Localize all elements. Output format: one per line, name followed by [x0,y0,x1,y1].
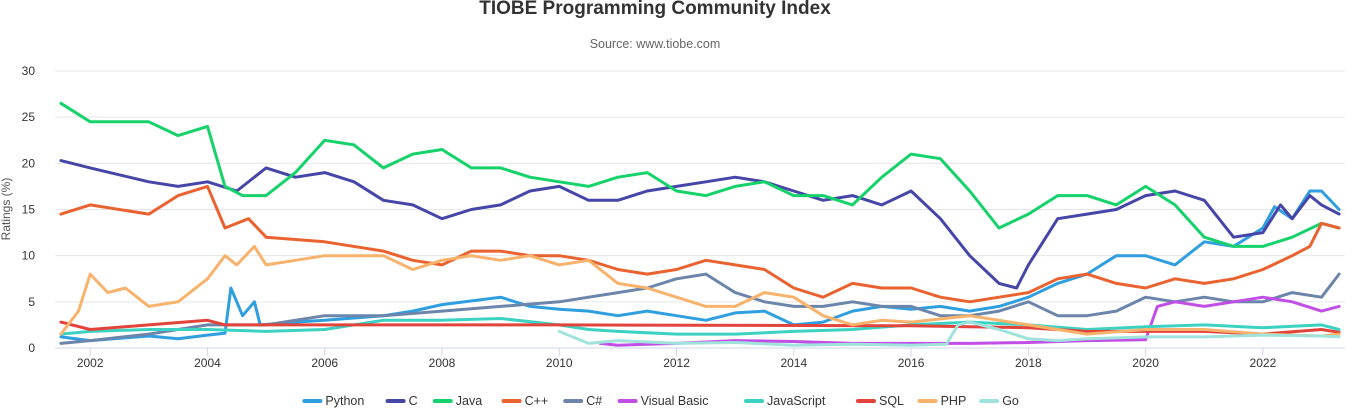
y-tick-label: 30 [22,64,36,78]
legend-label: C# [586,394,602,408]
x-tick-label: 2016 [898,356,925,370]
x-tick-label: 2020 [1132,356,1159,370]
x-tick-label: 2010 [546,356,573,370]
x-tick-label: 2018 [1015,356,1042,370]
legend-label: Java [456,394,482,408]
y-axis-label: Ratings (%) [0,178,13,241]
x-tick-label: 2012 [663,356,690,370]
x-tick-label: 2022 [1250,356,1277,370]
legend-label: Go [1002,394,1019,408]
series-line-visual-basic [598,295,1341,347]
legend-item-sql[interactable]: SQL [856,394,904,408]
y-tick-label: 0 [28,341,35,355]
series-line-php [59,244,1341,338]
legend-item-javascript[interactable]: JavaScript [744,394,826,408]
x-tick-label: 2002 [77,356,104,370]
legend-label: JavaScript [767,394,826,408]
series-line-javascript [59,317,1341,336]
series-line-go [557,320,1341,347]
legend-item-php[interactable]: PHP [917,394,967,408]
series-line-java [59,101,1341,248]
series-line-python [59,189,1341,343]
legend-item-visual-basic[interactable]: Visual Basic [617,394,709,408]
x-tick-label: 2006 [311,356,338,370]
legend-item-go[interactable]: Go [979,394,1019,408]
x-axis-ticks: 2002 2004 2006 2008 2010 2012 2014 2016 2018 2020… [55,347,1345,370]
y-tick-label: 5 [28,295,35,309]
legend-label: Visual Basic [641,394,709,408]
y-tick-label: 20 [22,156,36,170]
chart-subtitle: Source: www.tiobe.com [590,37,721,51]
x-tick-label: 2014 [780,356,807,370]
y-tick-label: 15 [22,203,36,217]
legend-label: C [409,394,418,408]
y-tick-label: 25 [22,110,36,124]
chart-title: TIOBE Programming Community Index [479,0,831,19]
legend-item-python[interactable]: Python [302,394,364,408]
x-tick-label: 2008 [429,356,456,370]
legend-item-java[interactable]: Java [432,394,482,408]
legend-label: PHP [941,394,967,408]
series-line-c- [59,184,1341,304]
legend-label: Python [325,394,364,408]
legend: Python C Java C++ C# Visual Basic JavaScript SQ… [302,394,1019,408]
legend-label: SQL [879,394,904,408]
legend-item-c-[interactable]: C++ [501,394,549,408]
legend-label: C++ [525,394,549,408]
legend-item-c-[interactable]: C# [563,394,602,408]
legend-item-c[interactable]: C [385,394,418,408]
y-tick-label: 10 [22,249,36,263]
y-axis-ticks: 0 5 10 15 20 25 30 [22,64,36,355]
x-tick-label: 2004 [194,356,221,370]
series-lines [59,101,1341,347]
gridlines [55,70,1345,349]
